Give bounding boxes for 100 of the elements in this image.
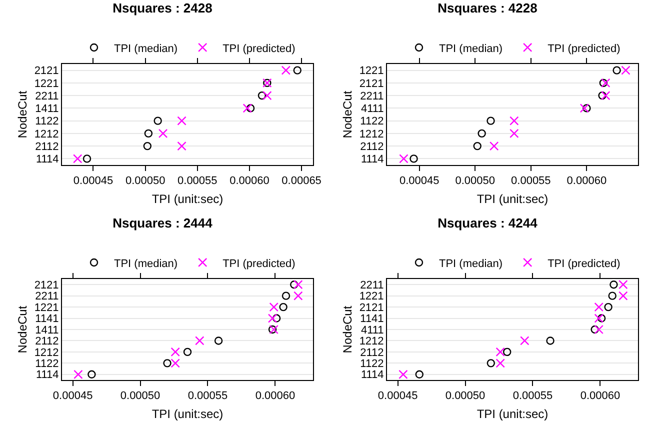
point bbox=[290, 280, 298, 289]
point bbox=[279, 302, 288, 312]
y-axis-title: NodeCut bbox=[16, 305, 30, 354]
point bbox=[601, 90, 610, 100]
x-axis-title: TPI (unit:sec) bbox=[476, 407, 548, 422]
y-tick-label: 1221 bbox=[34, 78, 59, 90]
y-tick-label: 1122 bbox=[360, 116, 384, 128]
x-tick-label: 0.00050 bbox=[455, 175, 496, 188]
y-tick-label: 4111 bbox=[360, 103, 384, 116]
point bbox=[486, 116, 495, 125]
point bbox=[618, 291, 628, 300]
point bbox=[503, 348, 512, 356]
point bbox=[415, 370, 424, 378]
point bbox=[294, 280, 303, 290]
x-tick-label: 0.00060 bbox=[580, 390, 620, 402]
point bbox=[214, 336, 223, 345]
point bbox=[88, 370, 96, 378]
chart-title: Nsquares : 4228 bbox=[438, 0, 538, 16]
point bbox=[144, 129, 153, 138]
chart-title: Nsquares : 2428 bbox=[112, 0, 212, 16]
y-tick-label: 1212 bbox=[359, 336, 384, 348]
point bbox=[486, 359, 496, 368]
point bbox=[170, 347, 180, 357]
y-tick-label: 2121 bbox=[359, 78, 384, 90]
point bbox=[597, 314, 606, 322]
x-axis-title: TPI (unit:sec) bbox=[152, 192, 224, 206]
point bbox=[177, 141, 186, 151]
point bbox=[281, 66, 291, 75]
y-tick-label: 1212 bbox=[34, 128, 59, 140]
y-tick-label: 2211 bbox=[35, 290, 59, 303]
x-axis-title: TPI (unit:sec) bbox=[476, 192, 548, 206]
y-tick-label: 1212 bbox=[359, 128, 384, 140]
point bbox=[594, 324, 604, 334]
point bbox=[73, 154, 82, 164]
point bbox=[520, 336, 530, 346]
y-tick-label: 2112 bbox=[360, 346, 384, 359]
point bbox=[282, 292, 290, 300]
y-axis-title: NodeCut bbox=[16, 90, 30, 138]
x-tick-label: 0.00055 bbox=[512, 390, 553, 402]
point bbox=[163, 359, 172, 368]
y-axis-title: NodeCut bbox=[340, 90, 355, 138]
y-tick-label: 1114 bbox=[36, 369, 59, 382]
point bbox=[621, 66, 630, 75]
legend-label: TPI (median) bbox=[114, 42, 178, 55]
y-axis-title: NodeCut bbox=[340, 305, 355, 354]
point bbox=[177, 116, 186, 126]
point bbox=[195, 336, 204, 346]
point bbox=[612, 66, 621, 74]
point bbox=[582, 104, 591, 112]
point bbox=[594, 314, 604, 323]
point bbox=[272, 314, 281, 322]
legend-label: TPI (median) bbox=[439, 42, 503, 55]
y-tick-label: 2121 bbox=[34, 279, 59, 292]
point bbox=[510, 116, 519, 126]
x-tick-label: 0.00055 bbox=[178, 175, 218, 188]
point bbox=[608, 292, 616, 300]
y-tick-label: 1221 bbox=[34, 302, 59, 314]
point bbox=[170, 358, 180, 368]
point bbox=[590, 325, 599, 334]
point bbox=[510, 128, 519, 138]
y-tick-label: 1141 bbox=[35, 313, 59, 326]
x-tick-label: 0.00050 bbox=[120, 390, 160, 402]
x-tick-label: 0.00060 bbox=[566, 175, 607, 188]
point bbox=[580, 104, 590, 113]
y-tick-label: 2211 bbox=[35, 90, 59, 102]
point bbox=[599, 78, 608, 88]
point bbox=[410, 154, 418, 163]
y-tick-label: 2112 bbox=[35, 336, 59, 348]
y-tick-label: 1141 bbox=[360, 313, 384, 326]
point bbox=[294, 291, 303, 300]
point bbox=[293, 66, 302, 74]
x-tick-label: 0.00050 bbox=[445, 390, 486, 402]
point bbox=[399, 154, 408, 164]
point bbox=[143, 142, 152, 150]
x-tick-label: 0.00045 bbox=[378, 390, 418, 402]
point bbox=[610, 280, 618, 289]
y-tick-label: 1122 bbox=[35, 116, 59, 128]
x-tick-label: 0.00065 bbox=[282, 175, 322, 188]
x-tick-label: 0.00055 bbox=[188, 390, 228, 402]
point bbox=[268, 314, 278, 323]
y-tick-label: 2112 bbox=[360, 140, 384, 153]
legend-label: TPI (predicted) bbox=[222, 42, 296, 55]
y-tick-label: 2211 bbox=[360, 90, 384, 102]
legend-label: TPI (predicted) bbox=[222, 258, 296, 270]
point bbox=[74, 370, 83, 379]
y-tick-label: 1221 bbox=[359, 65, 384, 78]
x-tick-label: 0.00060 bbox=[255, 390, 296, 402]
chart-title: Nsquares : 2444 bbox=[112, 215, 214, 230]
point bbox=[269, 302, 278, 312]
legend-label: TPI (median) bbox=[439, 258, 503, 270]
point bbox=[158, 128, 168, 138]
x-tick-label: 0.00045 bbox=[73, 175, 114, 188]
point bbox=[154, 116, 162, 125]
chart-title: Nsquares : 4244 bbox=[438, 215, 538, 230]
y-tick-label: 1411 bbox=[35, 103, 59, 116]
point bbox=[601, 78, 610, 88]
x-tick-label: 0.00055 bbox=[511, 175, 551, 188]
point bbox=[489, 141, 499, 151]
y-tick-label: 1411 bbox=[35, 324, 59, 336]
y-tick-label: 1122 bbox=[35, 358, 59, 370]
